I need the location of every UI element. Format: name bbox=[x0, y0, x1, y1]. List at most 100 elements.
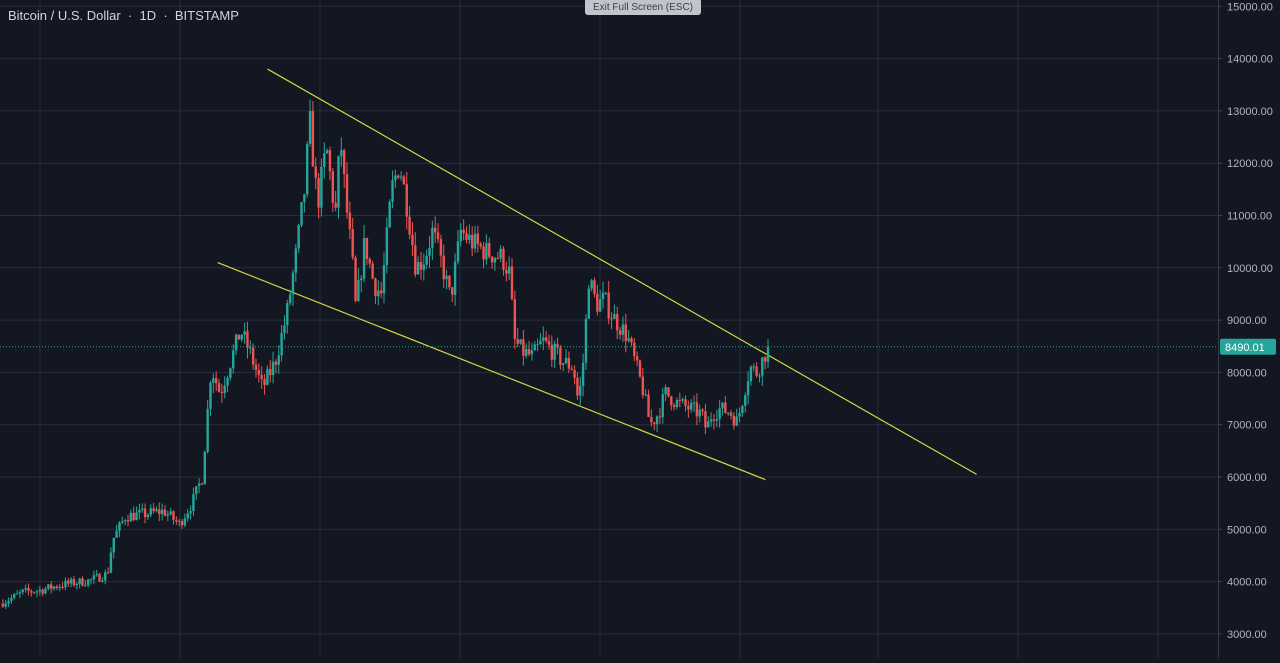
candle-body bbox=[214, 378, 218, 384]
candle-body bbox=[15, 593, 19, 595]
symbol-interval: 1D bbox=[139, 8, 157, 23]
candle-body bbox=[718, 408, 721, 420]
candle-body bbox=[507, 266, 511, 274]
candle-body bbox=[604, 292, 608, 294]
symbol-legend[interactable]: Bitcoin / U.S. Dollar · 1D · BITSTAMP bbox=[8, 8, 239, 23]
candle-body bbox=[641, 376, 645, 396]
candle-body bbox=[712, 419, 716, 421]
candle-body bbox=[456, 241, 460, 262]
candle-body bbox=[607, 292, 610, 319]
candle-body bbox=[294, 248, 298, 273]
candle-body bbox=[260, 374, 263, 380]
candle-body bbox=[325, 150, 329, 154]
trendlines[interactable] bbox=[217, 68, 977, 481]
candle-body bbox=[32, 592, 36, 594]
candle-body bbox=[419, 261, 423, 270]
candle-body bbox=[180, 521, 184, 526]
candle-body bbox=[527, 349, 531, 355]
candle-body bbox=[635, 356, 639, 361]
candle-body bbox=[732, 415, 736, 426]
candle-body bbox=[232, 350, 235, 369]
price-axis[interactable]: 15000.00 14000.00 13000.00 12000.00 11000.00… bbox=[1218, 0, 1280, 658]
candle-body bbox=[132, 512, 135, 521]
candle-body bbox=[351, 229, 354, 258]
candle-body bbox=[237, 334, 241, 340]
candle-body bbox=[197, 483, 201, 487]
candle-body bbox=[243, 331, 246, 336]
candle-body bbox=[616, 313, 619, 331]
candle-body bbox=[462, 229, 465, 234]
candle-body bbox=[675, 399, 679, 407]
candle-body bbox=[348, 212, 352, 230]
candle-body bbox=[249, 347, 252, 349]
candle-body bbox=[755, 366, 758, 376]
candle-body bbox=[567, 358, 571, 369]
candle-body bbox=[502, 248, 505, 270]
candle-body bbox=[516, 338, 519, 344]
trendline-upper bbox=[267, 68, 977, 475]
price-tick-label: 9000.00 bbox=[1227, 315, 1267, 327]
candle-body bbox=[678, 399, 682, 401]
candle-body bbox=[4, 603, 7, 607]
exit-fullscreen-button[interactable]: Exit Full Screen (ESC) bbox=[585, 0, 701, 15]
candle-body bbox=[488, 243, 491, 257]
candle-body bbox=[493, 258, 497, 263]
candle-body bbox=[587, 288, 590, 319]
candle-body bbox=[200, 483, 204, 485]
candle-body bbox=[115, 530, 118, 538]
candle-body bbox=[175, 519, 178, 522]
candle-body bbox=[178, 521, 181, 523]
candle-body bbox=[397, 175, 400, 178]
candle-body bbox=[354, 257, 357, 301]
candle-body bbox=[519, 339, 522, 344]
candle-body bbox=[692, 402, 696, 404]
candle-body bbox=[738, 413, 741, 417]
candle-body bbox=[442, 255, 445, 280]
candle-body bbox=[169, 511, 172, 515]
candle-body bbox=[291, 272, 295, 295]
candle-body bbox=[596, 293, 599, 312]
candle-body bbox=[715, 419, 718, 421]
candle-body bbox=[101, 580, 104, 582]
candle-body bbox=[234, 334, 238, 351]
candle-body bbox=[254, 364, 258, 370]
candle-body bbox=[138, 509, 141, 513]
candle-body bbox=[7, 601, 10, 604]
candle-body bbox=[465, 233, 468, 240]
candle-body bbox=[408, 216, 411, 235]
candle-body bbox=[104, 572, 107, 581]
candle-body bbox=[644, 394, 647, 396]
candle-body bbox=[453, 261, 457, 295]
candle-body bbox=[721, 402, 724, 409]
candle-body bbox=[86, 579, 90, 586]
candle-body bbox=[530, 350, 534, 355]
candle-body bbox=[570, 368, 573, 370]
candle-body bbox=[98, 573, 101, 582]
candle-body bbox=[544, 337, 548, 341]
candle-body bbox=[391, 180, 394, 202]
candle-body bbox=[155, 509, 158, 512]
trendline-lower bbox=[217, 262, 766, 481]
candle-body bbox=[405, 184, 408, 217]
candle-body bbox=[573, 369, 576, 378]
candle-body bbox=[431, 227, 434, 248]
grid bbox=[0, 0, 1218, 658]
candle-body bbox=[44, 588, 47, 594]
candle-body bbox=[735, 416, 738, 426]
candle-body bbox=[553, 343, 556, 360]
candle-body bbox=[306, 143, 309, 195]
candle-body bbox=[149, 508, 152, 515]
candle-body bbox=[377, 290, 380, 297]
candle-body bbox=[633, 342, 636, 357]
candle-body bbox=[280, 333, 283, 356]
candle-body bbox=[206, 408, 209, 452]
price-tick-label: 5000.00 bbox=[1227, 524, 1267, 536]
candle-body bbox=[661, 394, 664, 418]
candle-body bbox=[701, 409, 704, 412]
candle-body bbox=[513, 299, 517, 339]
candle-body bbox=[562, 363, 565, 365]
candle-body bbox=[428, 247, 431, 256]
candle-body bbox=[323, 153, 326, 167]
